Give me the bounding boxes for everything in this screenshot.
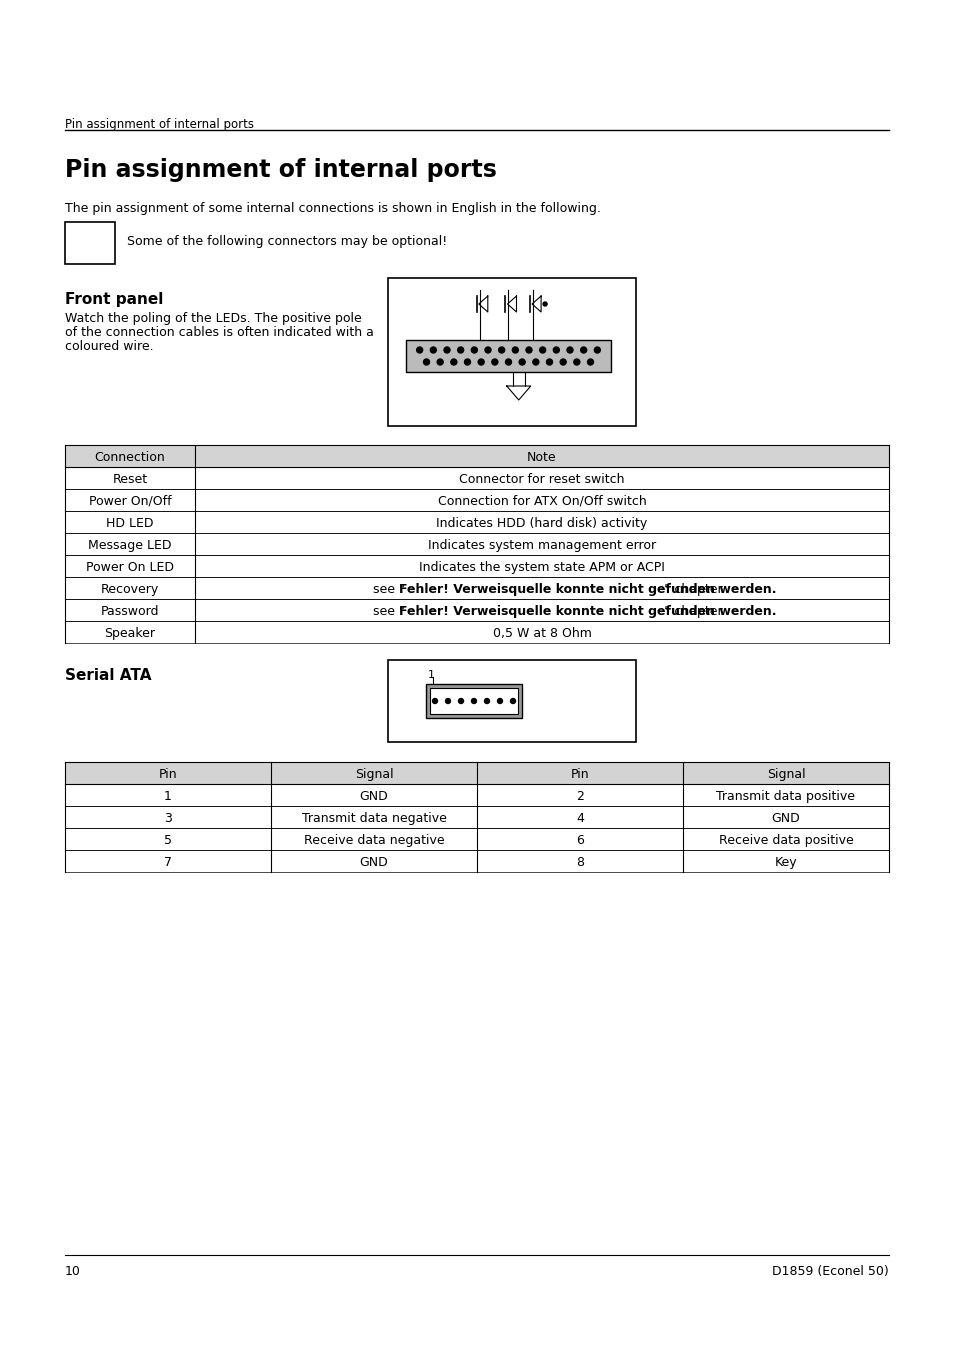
Circle shape <box>443 347 450 353</box>
Bar <box>426 684 521 717</box>
Text: Front panel: Front panel <box>65 292 163 307</box>
Text: Watch the poling of the LEDs. The positive pole: Watch the poling of the LEDs. The positi… <box>65 312 361 326</box>
Text: Some of the following connectors may be optional!: Some of the following connectors may be … <box>127 235 447 249</box>
Text: GND: GND <box>359 790 388 802</box>
Text: Pin assignment of internal ports: Pin assignment of internal ports <box>65 118 253 131</box>
Text: Indicates the system state APM or ACPI: Indicates the system state APM or ACPI <box>418 561 664 574</box>
Text: Connector for reset switch: Connector for reset switch <box>458 473 624 486</box>
Circle shape <box>445 698 450 704</box>
Text: The pin assignment of some internal connections is shown in English in the follo: The pin assignment of some internal conn… <box>65 203 600 215</box>
Text: Pin assignment of internal ports: Pin assignment of internal ports <box>65 158 497 182</box>
Text: 6: 6 <box>576 834 583 847</box>
Bar <box>430 688 517 713</box>
Text: 7: 7 <box>164 857 172 869</box>
Text: Signal: Signal <box>355 767 393 781</box>
Circle shape <box>497 698 502 704</box>
Text: D1859 (Econel 50): D1859 (Econel 50) <box>771 1265 888 1278</box>
Circle shape <box>559 359 565 365</box>
Text: of the connection cables is often indicated with a: of the connection cables is often indica… <box>65 326 374 339</box>
Text: 10: 10 <box>65 1265 81 1278</box>
Text: Note: Note <box>527 451 557 463</box>
Text: ” chapter: ” chapter <box>663 584 722 596</box>
Text: Pin: Pin <box>570 767 589 781</box>
Text: 5: 5 <box>164 834 172 847</box>
Circle shape <box>525 347 532 353</box>
Circle shape <box>546 359 552 365</box>
Circle shape <box>492 359 497 365</box>
Circle shape <box>432 698 437 704</box>
Text: 0,5 W at 8 Ohm: 0,5 W at 8 Ohm <box>492 627 591 640</box>
Text: Pin: Pin <box>158 767 177 781</box>
Text: Recovery: Recovery <box>101 584 159 596</box>
Text: ” chapter: ” chapter <box>663 605 722 617</box>
Text: Speaker: Speaker <box>105 627 155 640</box>
Bar <box>65 762 888 784</box>
Bar <box>65 444 888 467</box>
Text: coloured wire.: coloured wire. <box>65 340 153 353</box>
Text: GND: GND <box>359 857 388 869</box>
Text: see “: see “ <box>373 605 405 617</box>
Circle shape <box>542 303 546 305</box>
Text: Signal: Signal <box>766 767 804 781</box>
Text: Connection for ATX On/Off switch: Connection for ATX On/Off switch <box>437 494 646 508</box>
Text: HD LED: HD LED <box>106 517 153 530</box>
Circle shape <box>553 347 558 353</box>
Text: Key: Key <box>774 857 797 869</box>
Text: Receive data positive: Receive data positive <box>718 834 853 847</box>
Text: see “: see “ <box>373 584 405 596</box>
Circle shape <box>430 347 436 353</box>
Text: Transmit data positive: Transmit data positive <box>716 790 855 802</box>
Circle shape <box>539 347 545 353</box>
Text: Connection: Connection <box>94 451 165 463</box>
Circle shape <box>594 347 599 353</box>
Circle shape <box>580 347 586 353</box>
Text: 2: 2 <box>576 790 583 802</box>
Text: 1: 1 <box>164 790 172 802</box>
Circle shape <box>518 359 524 365</box>
Circle shape <box>498 347 504 353</box>
Circle shape <box>587 359 593 365</box>
Circle shape <box>533 359 538 365</box>
Circle shape <box>457 347 463 353</box>
Bar <box>65 222 115 263</box>
Text: 4: 4 <box>576 812 583 825</box>
Circle shape <box>505 359 511 365</box>
Text: 1: 1 <box>428 670 435 680</box>
Circle shape <box>471 347 476 353</box>
Text: Receive data negative: Receive data negative <box>303 834 444 847</box>
Text: Indicates system management error: Indicates system management error <box>428 539 656 553</box>
Text: Indicates HDD (hard disk) activity: Indicates HDD (hard disk) activity <box>436 517 647 530</box>
Circle shape <box>477 359 484 365</box>
Circle shape <box>484 698 489 704</box>
Text: Serial ATA: Serial ATA <box>65 667 152 684</box>
Text: Message LED: Message LED <box>89 539 172 553</box>
Text: Fehler! Verweisquelle konnte nicht gefunden werden.: Fehler! Verweisquelle konnte nicht gefun… <box>398 584 776 596</box>
Circle shape <box>436 359 443 365</box>
Circle shape <box>484 347 491 353</box>
Text: Password: Password <box>101 605 159 617</box>
Text: 3: 3 <box>164 812 172 825</box>
Circle shape <box>423 359 429 365</box>
Text: Power On/Off: Power On/Off <box>89 494 172 508</box>
Text: 8: 8 <box>576 857 583 869</box>
Circle shape <box>512 347 517 353</box>
Bar <box>406 340 610 372</box>
Circle shape <box>416 347 422 353</box>
Text: GND: GND <box>771 812 800 825</box>
Circle shape <box>471 698 476 704</box>
Text: Power On LED: Power On LED <box>86 561 173 574</box>
Circle shape <box>451 359 456 365</box>
Bar <box>388 661 636 742</box>
Text: Reset: Reset <box>112 473 148 486</box>
Circle shape <box>566 347 573 353</box>
Bar <box>388 278 636 426</box>
Circle shape <box>510 698 515 704</box>
Text: Fehler! Verweisquelle konnte nicht gefunden werden.: Fehler! Verweisquelle konnte nicht gefun… <box>398 605 776 617</box>
Circle shape <box>574 359 579 365</box>
Text: Transmit data negative: Transmit data negative <box>301 812 446 825</box>
Circle shape <box>458 698 463 704</box>
Circle shape <box>464 359 470 365</box>
